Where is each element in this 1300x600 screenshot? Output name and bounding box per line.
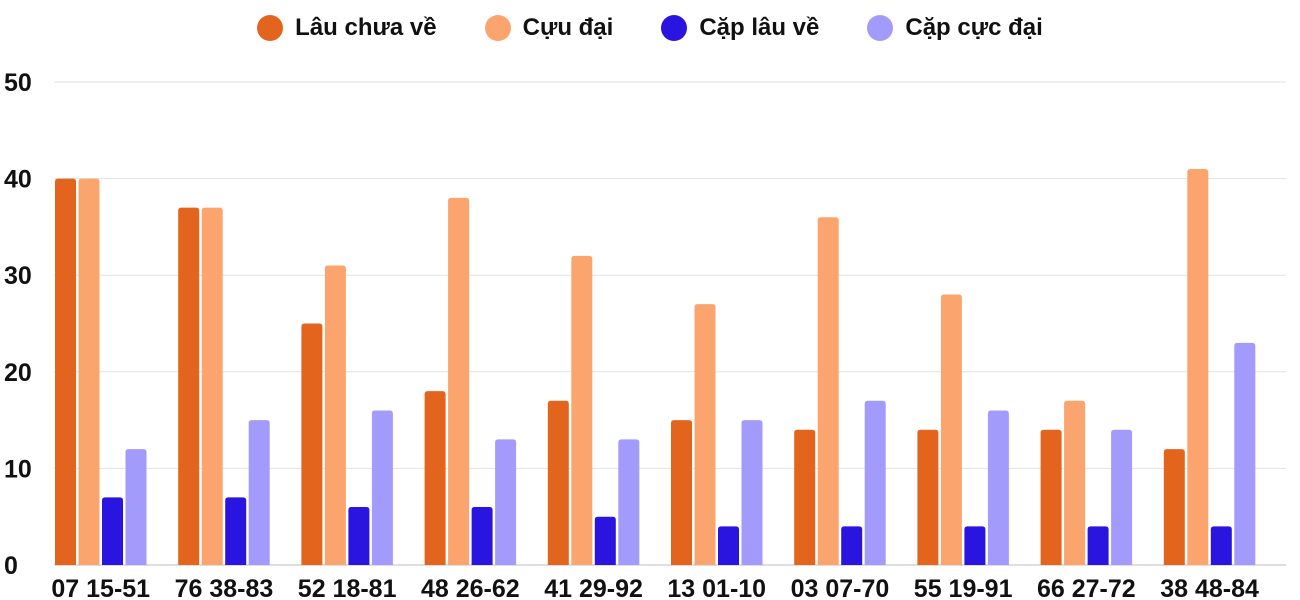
bar-4-2[interactable] xyxy=(248,420,270,565)
bar-2-7[interactable] xyxy=(817,217,839,566)
bar-3-2[interactable] xyxy=(225,497,247,565)
bar-2-5[interactable] xyxy=(571,255,593,565)
x-tick-label-9: 66 27-72 xyxy=(1037,575,1136,600)
legend-item-lau-chua-ve[interactable]: Lâu chưa về xyxy=(257,14,437,42)
legend-label-cuu-dai: Cựu đại xyxy=(522,14,614,41)
x-tick-label-8: 55 19-91 xyxy=(914,575,1013,600)
legend-label-cap-lau-ve: Cặp lâu về xyxy=(699,14,820,41)
bar-2-6[interactable] xyxy=(694,304,716,565)
bar-4-9[interactable] xyxy=(1111,429,1133,565)
bar-1-6[interactable] xyxy=(671,420,692,565)
x-tick-label-4: 48 26-62 xyxy=(421,575,520,600)
y-tick-label-30: 30 xyxy=(4,262,32,290)
legend-label-lau-chua-ve: Lâu chưa về xyxy=(295,14,437,41)
bar-4-4[interactable] xyxy=(495,439,517,565)
x-tick-label-2: 76 38-83 xyxy=(175,575,274,600)
legend-swatch-cap-lau-ve xyxy=(661,15,688,41)
bar-4-6[interactable] xyxy=(741,420,763,565)
bar-2-3[interactable] xyxy=(324,265,346,565)
bar-3-10[interactable] xyxy=(1210,526,1232,565)
bar-3-9[interactable] xyxy=(1087,526,1109,565)
bar-1-10[interactable] xyxy=(1163,449,1185,565)
bar-2-2[interactable] xyxy=(201,207,223,565)
x-tick-label-5: 41 29-92 xyxy=(544,575,643,600)
bar-2-4[interactable] xyxy=(448,197,470,566)
bar-2-8[interactable] xyxy=(940,294,962,565)
bar-1-7[interactable] xyxy=(794,429,816,565)
bar-3-4[interactable] xyxy=(471,507,493,565)
bar-1-2[interactable] xyxy=(178,207,200,565)
legend-swatch-cuu-dai xyxy=(484,15,511,41)
y-tick-label-20: 20 xyxy=(4,359,32,387)
legend-item-cap-lau-ve[interactable]: Cặp lâu về xyxy=(661,14,819,42)
bar-2-10[interactable] xyxy=(1187,168,1209,565)
legend-label-cap-cuc-dai: Cặp cực đại xyxy=(905,14,1043,41)
y-tick-label-50: 50 xyxy=(4,69,32,97)
x-tick-label-1: 07 15-51 xyxy=(51,575,150,600)
bar-3-7[interactable] xyxy=(841,526,863,565)
bar-2-1[interactable] xyxy=(78,178,100,565)
bars xyxy=(55,168,1256,566)
y-tick-label-10: 10 xyxy=(4,455,32,483)
bar-1-9[interactable] xyxy=(1040,429,1062,565)
legend-swatch-cap-cuc-dai xyxy=(867,15,894,41)
bar-1-1[interactable] xyxy=(55,178,76,565)
x-tick-label-6: 13 01-10 xyxy=(667,575,766,600)
x-tick-label-3: 52 18-81 xyxy=(298,575,397,600)
x-axis-ticks: 07 15-51 76 38-83 52 18-81 48 26-62 41 29-92… xyxy=(51,575,1259,600)
legend-swatch-lau-chua-ve xyxy=(257,15,284,41)
legend-item-cap-cuc-dai[interactable]: Cặp cực đại xyxy=(867,14,1043,42)
grid-lines xyxy=(54,81,1286,566)
bar-4-5[interactable] xyxy=(618,439,640,565)
bar-4-7[interactable] xyxy=(864,400,886,565)
bar-4-1[interactable] xyxy=(125,449,147,565)
chart-legend: Lâu chưa về Cựu đại Cặp lâu về Cặp cực đ… xyxy=(0,14,1300,42)
bar-1-3[interactable] xyxy=(301,323,323,566)
bar-3-8[interactable] xyxy=(964,526,986,565)
bar-3-1[interactable] xyxy=(102,497,123,565)
bar-4-10[interactable] xyxy=(1234,342,1256,565)
y-axis-ticks: 0 10 20 30 40 50 xyxy=(4,69,32,580)
x-tick-label-10: 38 48-84 xyxy=(1160,575,1259,600)
bar-4-8[interactable] xyxy=(987,410,1009,565)
bar-3-3[interactable] xyxy=(348,507,370,565)
y-tick-label-40: 40 xyxy=(4,166,32,194)
bar-2-9[interactable] xyxy=(1064,400,1086,565)
bar-1-5[interactable] xyxy=(547,400,569,565)
bar-3-5[interactable] xyxy=(594,516,616,565)
y-tick-label-0: 0 xyxy=(4,552,18,580)
bar-1-4[interactable] xyxy=(424,391,446,565)
bar-3-6[interactable] xyxy=(718,526,739,565)
x-tick-label-7: 03 07-70 xyxy=(791,575,890,600)
bar-1-8[interactable] xyxy=(917,429,939,565)
legend-item-cuu-dai[interactable]: Cựu đại xyxy=(484,14,614,42)
bar-4-3[interactable] xyxy=(371,410,393,565)
